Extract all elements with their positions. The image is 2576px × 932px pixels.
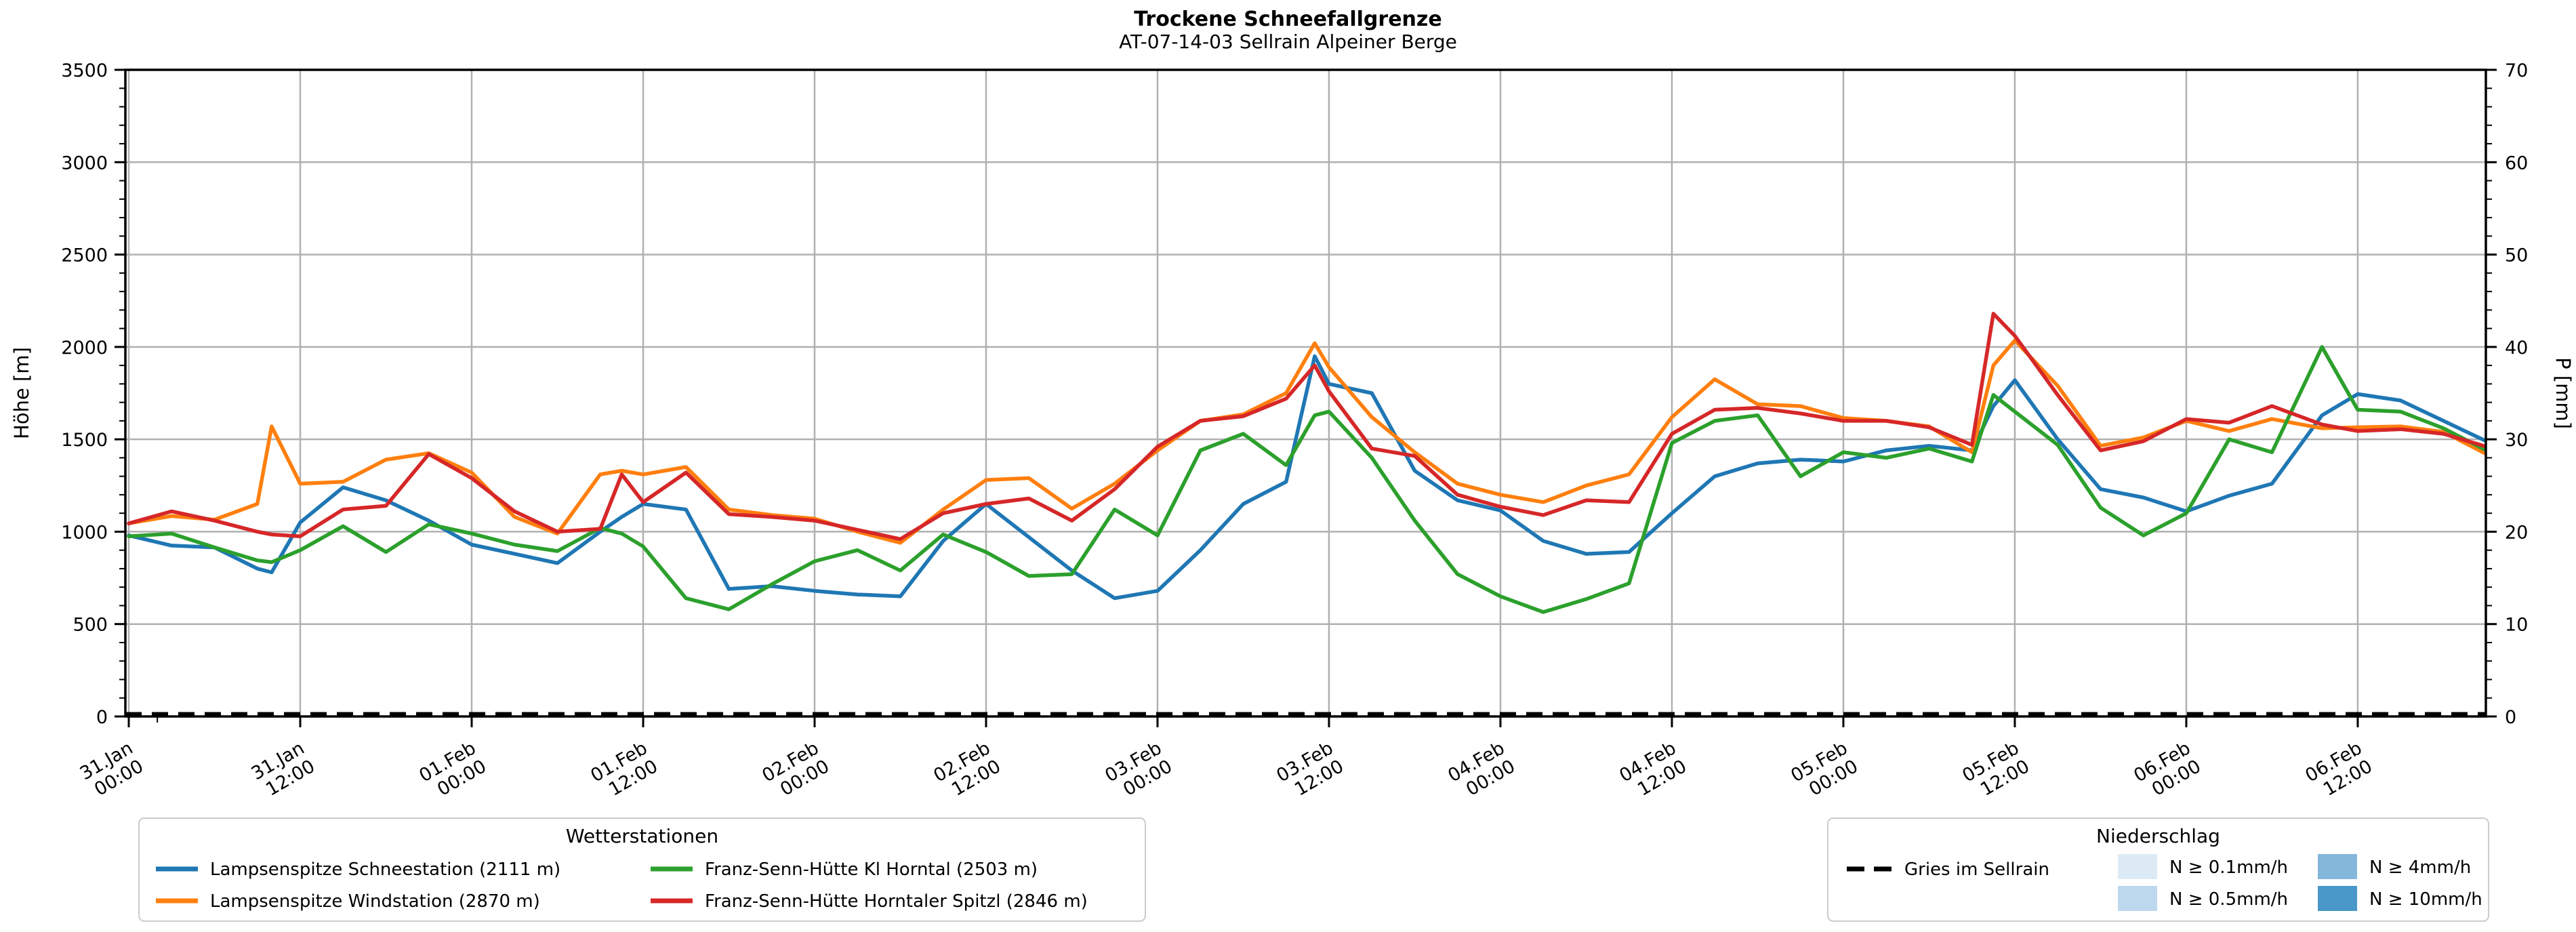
y-right-tick-label: 60 — [2505, 153, 2528, 174]
y-left-tick-label: 2500 — [61, 245, 108, 266]
y-left-tick-label: 2000 — [61, 338, 108, 359]
series-group — [127, 312, 2486, 614]
legend-item-label: Franz-Senn-Hütte Horntaler Spitzl (2846 … — [705, 891, 1088, 912]
y-left-tick-label: 3500 — [61, 60, 108, 81]
legend-item: Lampsenspitze Windstation (2870 m) — [156, 891, 540, 912]
legend-threshold-item: N ≥ 0.1mm/h — [2118, 854, 2288, 879]
legend-dashed-label: Gries im Sellrain — [1904, 859, 2049, 880]
legend-item-dashed: Gries im Sellrain — [1847, 859, 2049, 880]
legend-stations-box — [138, 817, 1146, 922]
legend-threshold-label: N ≥ 10mm/h — [2369, 889, 2482, 910]
y-right-tick-label: 40 — [2505, 338, 2528, 359]
y-left-tick-label: 0 — [96, 707, 108, 728]
legend-stations: Wetterstationen Lampsenspitze Schneestati… — [138, 817, 1146, 922]
y-left-tick-label: 500 — [73, 615, 108, 636]
legend-item-label: Lampsenspitze Schneestation (2111 m) — [210, 859, 560, 880]
legend-patch-swatch — [2118, 886, 2157, 911]
legend-threshold-item: N ≥ 0.5mm/h — [2118, 886, 2288, 911]
series-line-red — [127, 312, 2486, 542]
axis-ticks — [115, 68, 2497, 727]
x-tick-label: 03.Feb12:00 — [1273, 737, 1347, 805]
y-left-tick-label: 1000 — [61, 522, 108, 543]
x-tick-label: 01.Feb00:00 — [415, 737, 490, 805]
legend-threshold-label: N ≥ 0.1mm/h — [2169, 857, 2288, 878]
x-tick-label: 01.Feb12:00 — [587, 737, 661, 805]
legend-patch-swatch — [2318, 854, 2357, 879]
y-right-tick-label: 20 — [2505, 522, 2528, 543]
legend-threshold-label: N ≥ 4mm/h — [2369, 857, 2471, 878]
y-right-tick-label: 10 — [2505, 615, 2528, 636]
x-tick-label: 04.Feb12:00 — [1616, 737, 1690, 805]
grid-lines — [125, 70, 2486, 716]
x-tick-label: 06.Feb12:00 — [2302, 737, 2376, 805]
legend-threshold-item: N ≥ 4mm/h — [2318, 854, 2471, 879]
legend-item: Franz-Senn-Hütte Kl Horntal (2503 m) — [651, 859, 1038, 880]
x-tick-label: 05.Feb12:00 — [1959, 737, 2033, 805]
legend-precip: Niederschlag Gries im Sellrain N ≥ 0.1mm/h… — [1827, 817, 2489, 922]
x-tick-label: 02.Feb00:00 — [758, 737, 833, 805]
legend-item: Lampsenspitze Schneestation (2111 m) — [156, 859, 560, 880]
series-line-orange — [127, 338, 2486, 545]
legend-item-label: Franz-Senn-Hütte Kl Horntal (2503 m) — [705, 859, 1038, 880]
legend-patch-swatch — [2318, 886, 2357, 911]
x-tick-label: 31.Jan12:00 — [248, 737, 319, 803]
x-tick-label: 04.Feb00:00 — [1444, 737, 1519, 805]
y-left-tick-label: 3000 — [61, 153, 108, 174]
y-right-axis-label: P [mm] — [2552, 357, 2575, 429]
series-line-green — [127, 345, 2486, 614]
x-tick-label: 06.Feb00:00 — [2130, 737, 2205, 805]
y-right-tick-label: 30 — [2505, 430, 2528, 451]
legend-item: Franz-Senn-Hütte Horntaler Spitzl (2846 … — [651, 891, 1088, 912]
legend-threshold-item: N ≥ 10mm/h — [2318, 886, 2482, 911]
y-right-tick-label: 50 — [2505, 245, 2528, 266]
legend-stations-title: Wetterstationen — [566, 825, 718, 847]
y-left-tick-label: 1500 — [61, 430, 108, 451]
legend-patch-swatch — [2118, 854, 2157, 879]
y-left-axis-label: Höhe [m] — [10, 347, 33, 439]
x-tick-label: 05.Feb00:00 — [1787, 737, 1862, 805]
x-tick-label: 31.Jan00:00 — [77, 737, 147, 803]
plot-border — [124, 68, 2487, 718]
x-tick-label: 03.Feb00:00 — [1101, 737, 1176, 805]
y-right-tick-label: 70 — [2505, 60, 2528, 81]
legend-threshold-label: N ≥ 0.5mm/h — [2169, 889, 2288, 910]
legend-precip-title: Niederschlag — [2096, 825, 2220, 847]
x-tick-label: 02.Feb12:00 — [930, 737, 1004, 805]
y-right-tick-label: 0 — [2505, 707, 2516, 728]
legend-item-label: Lampsenspitze Windstation (2870 m) — [210, 891, 540, 912]
series-line-blue — [127, 354, 2486, 601]
